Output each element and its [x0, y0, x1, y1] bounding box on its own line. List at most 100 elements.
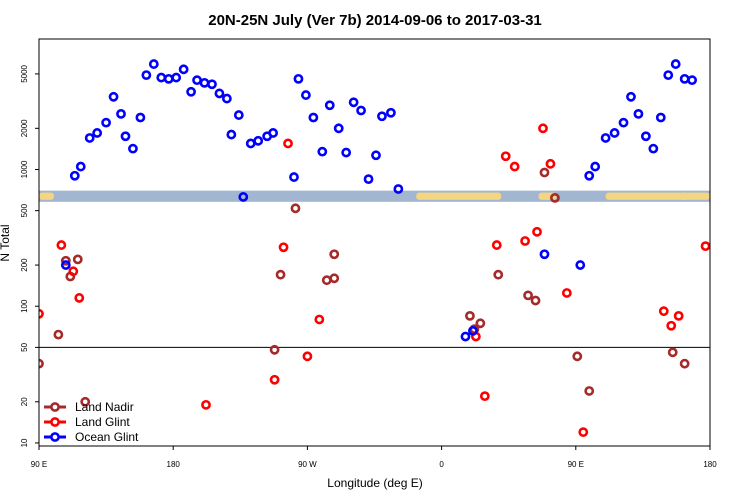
data-point: [520, 236, 531, 246]
data-point: [269, 344, 280, 355]
data-point: [84, 133, 95, 143]
data-point: [348, 97, 359, 108]
data-point: [618, 117, 629, 128]
data-point: [92, 128, 103, 138]
legend-label: Land Glint: [75, 415, 130, 429]
data-point: [53, 329, 64, 340]
data-point: [640, 131, 651, 142]
data-point: [658, 306, 669, 317]
data-point: [269, 374, 280, 385]
y-tick-label: 1000: [20, 160, 29, 178]
y-tick-label: 50: [20, 342, 29, 351]
data-point: [302, 351, 313, 362]
data-point: [226, 129, 237, 140]
data-point: [268, 128, 279, 138]
data-point: [72, 254, 83, 265]
data-point: [550, 192, 560, 203]
data-point: [465, 310, 475, 321]
y-tick-label: 20: [20, 397, 29, 406]
data-point: [584, 386, 595, 396]
data-point: [148, 59, 159, 69]
legend-swatch-marker: [50, 432, 60, 442]
legend-swatch-marker: [50, 402, 60, 412]
data-point: [141, 70, 152, 81]
data-point: [584, 170, 595, 181]
data-point: [221, 93, 232, 104]
data-point: [744, 256, 750, 263]
data-point: [201, 399, 211, 410]
data-point: [128, 143, 138, 154]
data-point: [626, 91, 636, 102]
data-point: [253, 135, 264, 146]
data-point: [493, 269, 504, 280]
data-point: [120, 131, 131, 142]
legend-item: Land Nadir: [44, 400, 134, 414]
data-point: [60, 255, 71, 266]
data-point: [687, 75, 698, 86]
data-point: [238, 192, 249, 202]
data-point: [460, 331, 471, 342]
y-tick-label: 5000: [20, 64, 29, 82]
data-point: [314, 314, 325, 325]
data-point: [283, 138, 293, 149]
world-map-band: [39, 190, 710, 202]
data-point: [663, 70, 674, 81]
data-point: [171, 72, 182, 83]
y-tick-label: 200: [20, 258, 29, 272]
data-point: [293, 73, 304, 84]
data-point: [186, 86, 196, 97]
data-point: [491, 240, 502, 250]
data-point: [468, 325, 478, 336]
data-point: [530, 295, 541, 306]
data-point: [317, 146, 328, 157]
x-tick-label: 0: [439, 460, 444, 469]
data-point: [289, 172, 299, 182]
data-point: [700, 241, 710, 252]
data-point: [377, 111, 387, 122]
data-point: [275, 269, 286, 280]
data-point: [545, 158, 556, 169]
data-point: [648, 143, 659, 154]
data-point: [726, 331, 733, 338]
x-tick-label: 90 W: [298, 460, 317, 469]
data-point: [475, 318, 486, 329]
x-tick-label: 90 E: [31, 460, 47, 469]
data-point: [156, 72, 167, 83]
data-point: [393, 184, 404, 194]
x-axis-label: Longitude (deg E): [327, 476, 422, 490]
data-point: [371, 150, 381, 161]
data-point: [199, 77, 210, 88]
map-land: [680, 192, 710, 200]
data-point: [363, 174, 374, 185]
data-point: [192, 75, 202, 86]
x-tick-label: 180: [703, 460, 717, 469]
x-tick-label: 90 E: [568, 460, 584, 469]
y-tick-label: 100: [20, 299, 29, 313]
data-point: [479, 391, 490, 402]
data-point: [80, 396, 91, 407]
data-point: [60, 260, 71, 270]
data-point: [500, 151, 511, 162]
data-point: [321, 275, 332, 286]
data-point: [538, 123, 548, 134]
data-point: [561, 288, 572, 298]
data-point: [578, 427, 589, 438]
data-point: [575, 260, 586, 270]
legend-swatch-marker: [50, 417, 60, 427]
map-land: [39, 192, 54, 200]
y-axis-label: N Total: [0, 224, 12, 261]
data-point: [341, 147, 352, 158]
data-point: [356, 105, 366, 116]
data-point: [386, 107, 396, 118]
data-point: [523, 290, 533, 301]
data-point: [74, 293, 85, 303]
data-point: [590, 161, 601, 172]
series-land-glint: [39, 123, 710, 438]
data-point: [329, 249, 340, 260]
data-point: [245, 138, 256, 149]
data-point: [333, 123, 344, 134]
data-point: [308, 112, 319, 123]
data-point: [600, 133, 611, 143]
data-point: [178, 64, 189, 75]
